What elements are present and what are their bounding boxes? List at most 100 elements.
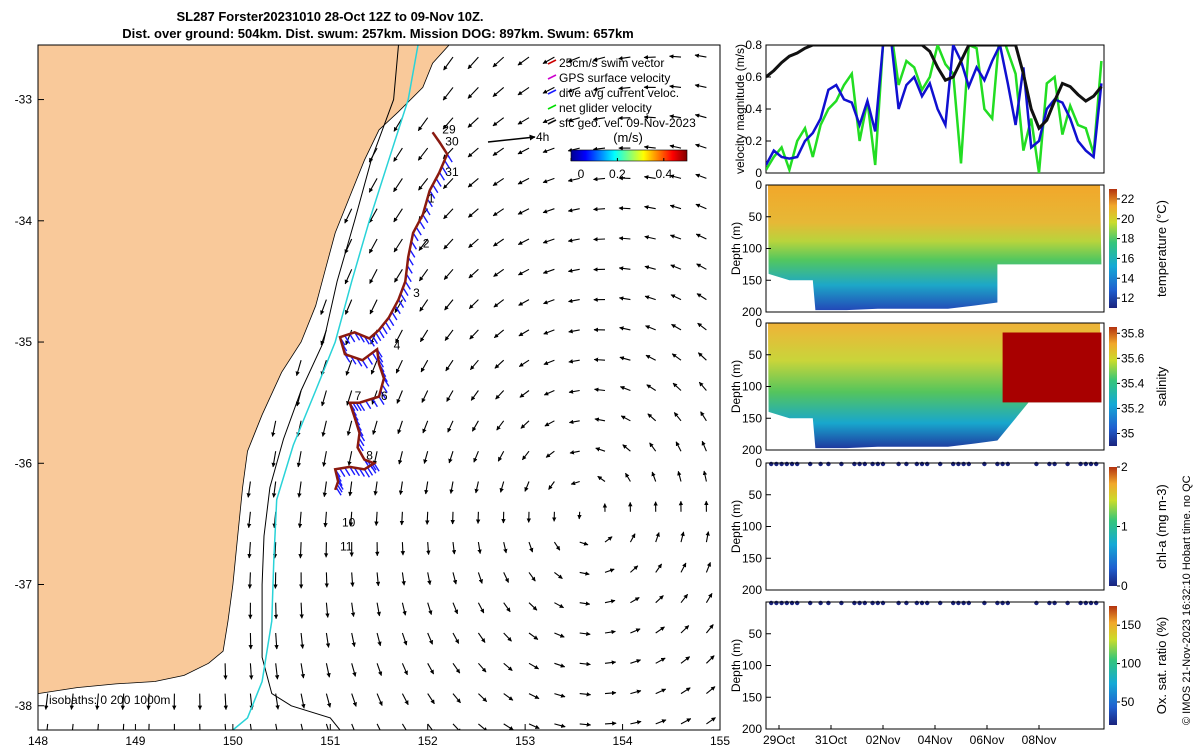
map-x-tick-label: 154 [613, 734, 633, 748]
surface-sample [1005, 600, 1010, 606]
dive-vector [402, 287, 409, 296]
sfc-arrow [619, 356, 631, 361]
surface-sample [875, 461, 880, 467]
sfc-arrow [705, 624, 714, 634]
sfc-arrow [554, 723, 566, 728]
sfc-arrow [618, 56, 631, 61]
sfc-arrow [443, 268, 454, 280]
sfc-arrow [345, 360, 353, 376]
sfc-arrow [223, 663, 228, 680]
section-cb-label: chl-a (mg m-3) [1154, 484, 1169, 569]
section-cb-tick-label: 20 [1121, 212, 1135, 226]
map-y-ticks: -33 -34 -35 -36 -37 -38 [15, 93, 44, 713]
surface-sample [818, 600, 823, 606]
sfc-arrow [567, 86, 580, 93]
section-cb-tick-label: 14 [1121, 271, 1135, 285]
section-cb-tick-label: 35.2 [1121, 401, 1145, 415]
section-cb-label: salinity [1154, 366, 1169, 406]
sfc-arrow [630, 659, 642, 664]
sfc-arrow [630, 628, 641, 634]
sfc-arrow [422, 420, 429, 434]
surface-sample [839, 461, 844, 467]
sfc-arrow [669, 144, 682, 149]
ref-arrow-line [487, 134, 536, 143]
sfc-arrow [46, 723, 49, 730]
sfc-arrow [493, 238, 505, 247]
surface-sample [774, 600, 779, 606]
sfc-arrow [394, 269, 403, 283]
surface-sample [1083, 600, 1089, 606]
sfc-arrow [395, 329, 403, 344]
surface-sample [1078, 461, 1083, 467]
section-ylabel: Depth (m) [729, 639, 743, 692]
day-label: 11 [340, 540, 353, 554]
sfc-arrow [499, 481, 505, 493]
sfc-arrow [44, 693, 49, 710]
sfc-arrow [649, 442, 657, 452]
section-y-tick-label: 150 [742, 690, 762, 704]
surface-sample [1088, 461, 1094, 467]
sfc-arrow [427, 602, 433, 616]
legend-label-sfc: sfc geo. vel. 09-Nov-2023 [559, 116, 696, 130]
surface-sample [1083, 461, 1089, 467]
day-label: 8 [366, 449, 373, 463]
dive-vector [344, 335, 351, 344]
sfc-arrow [645, 325, 656, 331]
sfc-arrow [643, 114, 656, 120]
surface-sample [896, 461, 901, 467]
sfc-arrow [492, 117, 505, 127]
sfc-arrow [542, 208, 555, 214]
sfc-arrow [246, 481, 251, 498]
sfc-arrow [401, 723, 407, 730]
section-y-tick-label: 100 [742, 659, 762, 673]
sfc-arrow [680, 625, 690, 634]
surface-sample [1052, 600, 1057, 606]
sfc-arrow [554, 571, 563, 580]
map-y-tick-label: -37 [15, 578, 33, 592]
sfc-arrow [249, 663, 254, 680]
vel-y-tick-label: 0.4 [745, 102, 762, 116]
sfc-arrow [643, 145, 656, 150]
legend-label-net: net glider velocity [559, 101, 652, 115]
dive-vector [397, 299, 405, 308]
sfc-arrow [680, 687, 691, 695]
sfc-arrow [517, 117, 530, 125]
sfc-arrow [274, 632, 279, 650]
sfc-arrow [680, 656, 691, 664]
sfc-arrow [467, 147, 479, 158]
sfc-arrow [418, 238, 429, 251]
sfc-arrow [492, 147, 505, 156]
legend-label-swim: 25cm/s swim vector [559, 56, 664, 70]
day-label: 3 [413, 286, 420, 300]
sfc-arrow [705, 561, 711, 573]
section-y-tick-label: 50 [749, 348, 763, 362]
sfc-arrow [554, 602, 564, 609]
sfc-arrow [468, 208, 479, 218]
sfc-arrow [697, 352, 707, 361]
day-label: 29 [442, 123, 456, 137]
section-cb-tick-label: 35.4 [1121, 376, 1145, 390]
sfc-arrow [351, 663, 357, 677]
speed-cb-tick-label: 0.4 [655, 167, 672, 181]
sfc-arrow [320, 390, 327, 407]
sfc-arrow [524, 481, 530, 492]
section-cb-tick-label: 35.8 [1121, 326, 1145, 340]
sfc-arrow [325, 723, 329, 730]
dive-vector [438, 171, 445, 181]
sfc-arrow [247, 572, 253, 589]
legend-marker-swim [547, 59, 557, 65]
sfc-arrow [393, 238, 403, 253]
sfc-arrow [542, 86, 555, 94]
sfc-arrow [579, 541, 589, 546]
sfc-arrow [579, 631, 591, 636]
sfc-arrow [468, 268, 479, 279]
sfc-arrow [671, 353, 682, 361]
sfc-arrow [347, 451, 353, 466]
sfc-arrow [397, 420, 403, 435]
sfc-arrow [671, 323, 682, 331]
dive-vector [363, 468, 370, 478]
sfc-arrow [568, 329, 580, 334]
section-cb-tick-label: 18 [1121, 232, 1135, 246]
